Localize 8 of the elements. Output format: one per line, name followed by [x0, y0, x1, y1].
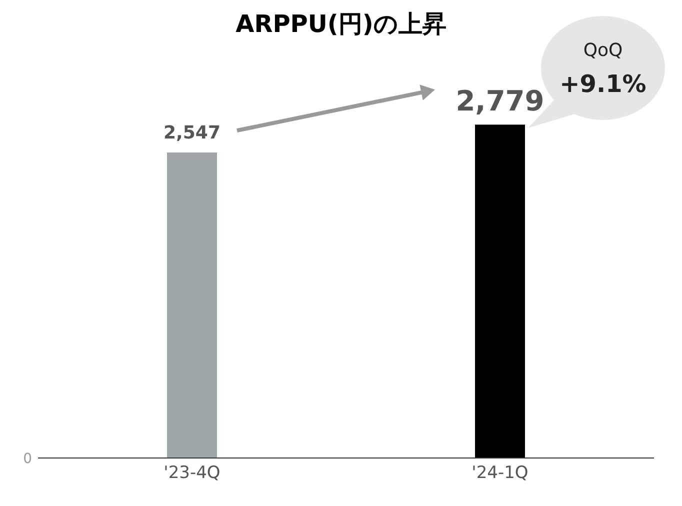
text: 0	[23, 451, 32, 467]
x-tick-label: '24-1Q	[472, 463, 528, 484]
data-label: 2,779	[456, 84, 544, 118]
chart-title: ARPPU(円)の上昇	[234, 9, 448, 40]
data-label: 2,547	[164, 122, 220, 144]
text: +9.1%	[560, 70, 646, 98]
text: QoQ	[583, 40, 623, 61]
x-tick-label: '23-4Q	[164, 463, 220, 484]
